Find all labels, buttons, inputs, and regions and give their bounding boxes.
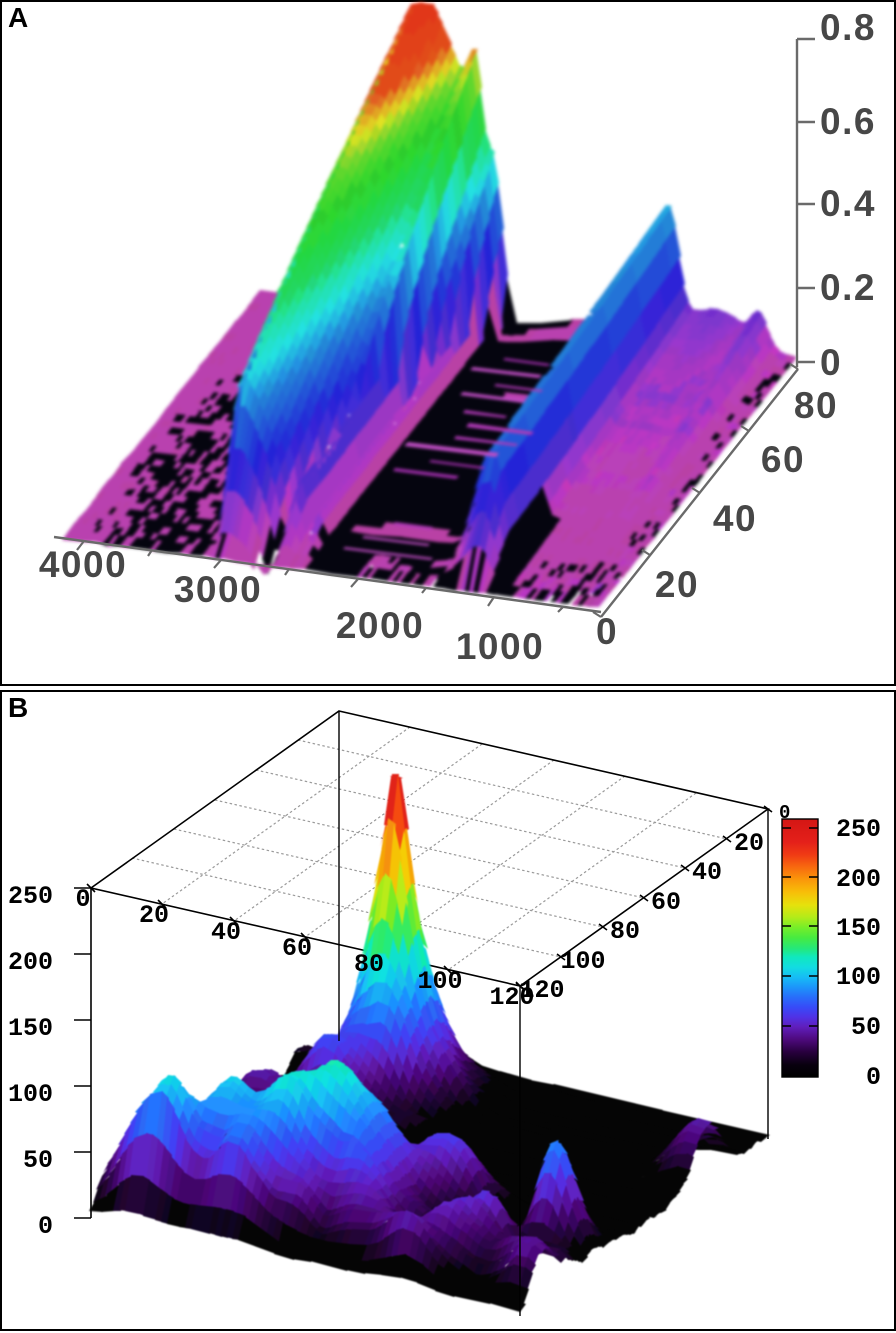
svg-text:40: 40	[692, 858, 722, 887]
svg-text:100: 100	[8, 1080, 53, 1109]
svg-text:150: 150	[8, 1014, 53, 1043]
svg-text:100: 100	[560, 947, 605, 976]
svg-text:200: 200	[8, 948, 53, 977]
svg-text:0.8: 0.8	[820, 7, 876, 48]
svg-text:40: 40	[211, 918, 241, 947]
svg-text:60: 60	[282, 934, 312, 963]
svg-text:0.4: 0.4	[820, 183, 876, 224]
svg-text:120: 120	[519, 976, 564, 1005]
svg-text:0.6: 0.6	[820, 101, 876, 142]
svg-text:120: 120	[489, 983, 534, 1012]
svg-text:0: 0	[820, 342, 842, 383]
svg-text:100: 100	[836, 963, 881, 992]
svg-text:80: 80	[794, 385, 838, 426]
svg-text:60: 60	[761, 439, 805, 480]
svg-text:1000: 1000	[456, 626, 544, 667]
svg-text:250: 250	[836, 815, 881, 844]
svg-text:80: 80	[610, 917, 640, 946]
svg-text:0: 0	[75, 885, 90, 914]
svg-text:20: 20	[139, 901, 169, 930]
svg-text:0: 0	[596, 611, 618, 652]
svg-text:200: 200	[836, 865, 881, 894]
svg-text:0: 0	[779, 802, 790, 824]
svg-text:0: 0	[866, 1063, 881, 1092]
svg-text:150: 150	[836, 914, 881, 943]
svg-text:100: 100	[417, 967, 462, 996]
svg-text:20: 20	[734, 829, 764, 858]
svg-text:2000: 2000	[336, 605, 424, 646]
svg-text:4000: 4000	[39, 544, 127, 585]
svg-text:20: 20	[655, 564, 699, 605]
svg-text:3000: 3000	[174, 569, 262, 610]
svg-text:0.2: 0.2	[820, 267, 876, 308]
svg-text:50: 50	[851, 1013, 881, 1042]
svg-text:80: 80	[354, 950, 384, 979]
svg-text:60: 60	[651, 888, 681, 917]
svg-text:250: 250	[8, 882, 53, 911]
svg-text:40: 40	[713, 498, 757, 539]
svg-text:0: 0	[38, 1212, 53, 1241]
svg-text:50: 50	[23, 1146, 53, 1175]
